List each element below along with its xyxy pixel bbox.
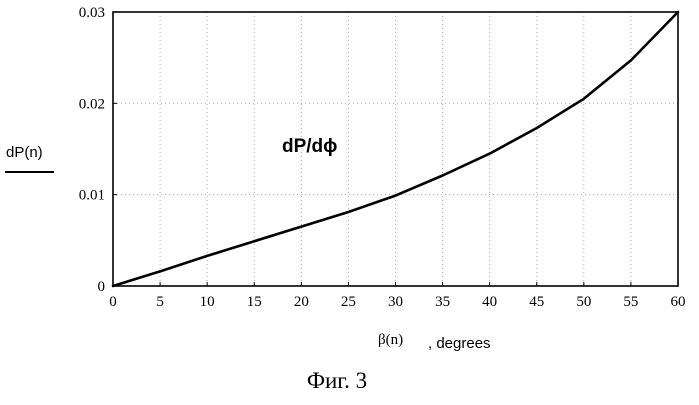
x-tick-label: 30	[388, 294, 403, 310]
curve-annotation: dP/dϕ	[282, 136, 337, 157]
x-tick-label: 55	[623, 294, 638, 310]
x-tick-label: 20	[294, 294, 309, 310]
x-tick-label: 15	[247, 294, 262, 310]
x-tick-label: 50	[576, 294, 591, 310]
x-axis-label-symbol: β(n)	[378, 332, 403, 348]
y-tick-label: 0.01	[79, 188, 105, 204]
y-tick-label: 0.02	[79, 96, 105, 112]
y-axis-label: dP(n)	[6, 144, 43, 161]
x-tick-label: 5	[156, 294, 164, 310]
x-tick-label: 45	[529, 294, 544, 310]
x-tick-label: 25	[341, 294, 356, 310]
x-tick-label: 0	[109, 294, 117, 310]
x-tick-label: 40	[482, 294, 497, 310]
x-tick-label: 60	[671, 294, 686, 310]
grid	[113, 12, 678, 286]
y-tick-label: 0.03	[79, 5, 105, 21]
y-axis-ticks: 0 0.01 0.02 0.03	[79, 5, 117, 295]
y-tick-label: 0	[98, 279, 106, 295]
figure-caption: Фиг. 3	[307, 368, 367, 393]
x-tick-label: 35	[435, 294, 450, 310]
x-tick-label: 10	[200, 294, 215, 310]
x-axis-label-unit: , degrees	[428, 335, 491, 352]
